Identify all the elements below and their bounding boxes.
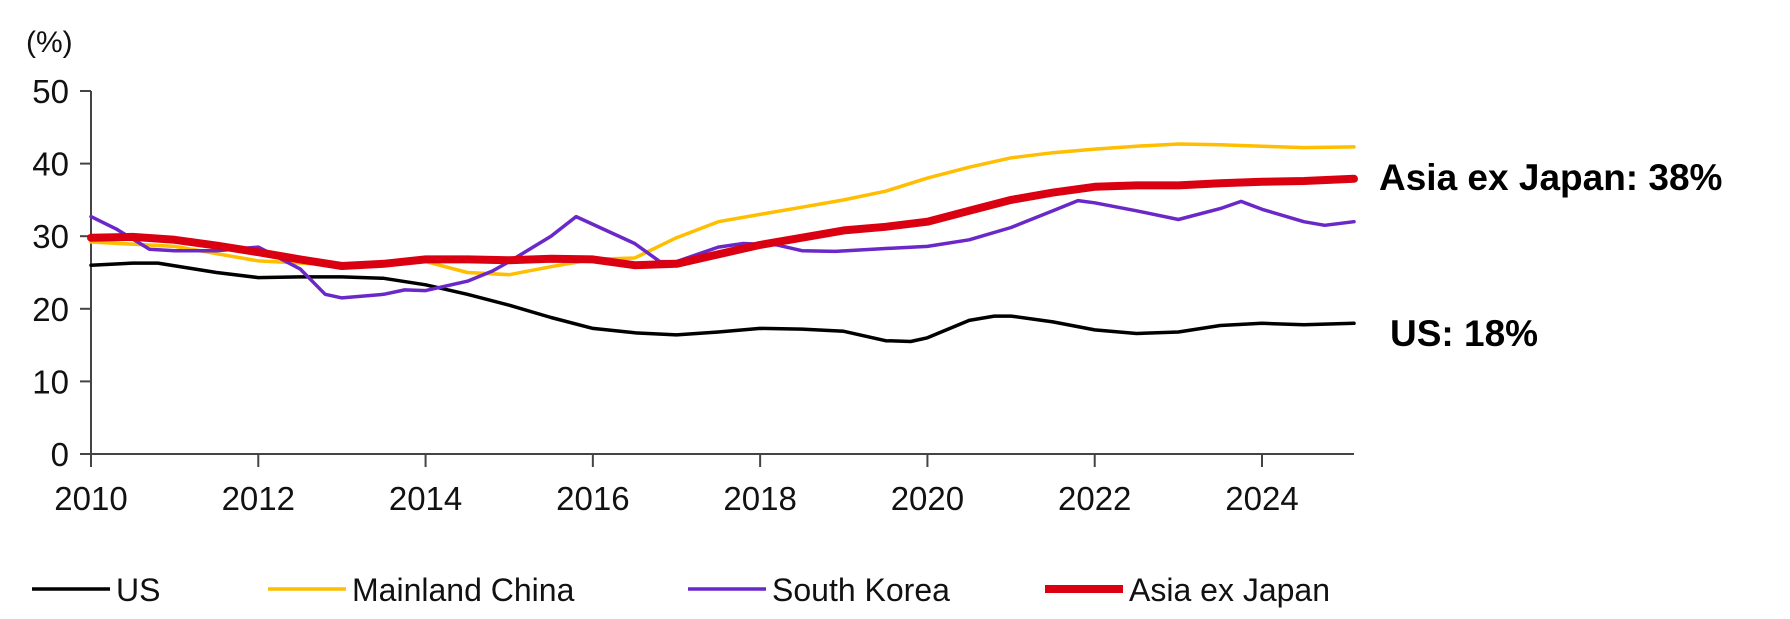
x-tick-label: 2018 (723, 480, 796, 517)
x-axis: 2010 2012 2014 2016 2018 2020 2022 2024 (54, 453, 1354, 517)
x-tick-label: 2012 (222, 480, 295, 517)
x-tick-label: 2014 (389, 480, 462, 517)
y-tick-label: 40 (32, 146, 69, 183)
x-tick-label: 2024 (1225, 480, 1298, 517)
x-tick-label: 2010 (54, 480, 127, 517)
y-tick-label: 10 (32, 363, 69, 400)
y-tick-label: 20 (32, 291, 69, 328)
y-axis-unit-label: (%) (26, 26, 73, 59)
series-line-mainland-china (89, 142, 1356, 277)
annotation-asia-ex-japan: Asia ex Japan: 38% (1379, 157, 1722, 198)
series-line-asia-ex-japan (87, 174, 1358, 270)
series-line-us (89, 261, 1356, 344)
legend-item-south-korea: South Korea (688, 572, 950, 608)
x-tick-label: 2020 (891, 480, 964, 517)
x-tick-label: 2016 (556, 480, 629, 517)
x-tick-label: 2022 (1058, 480, 1131, 517)
y-axis: 0 10 20 30 40 50 (32, 73, 92, 473)
annotation-us: US: 18% (1390, 313, 1538, 354)
legend-item-us: US (32, 572, 160, 608)
legend-label: Mainland China (352, 572, 575, 608)
series-lines (87, 142, 1358, 344)
y-tick-label: 50 (32, 73, 69, 110)
y-tick-label: 30 (32, 218, 69, 255)
legend-item-mainland-china: Mainland China (268, 572, 575, 608)
legend-label: South Korea (772, 572, 950, 608)
legend-label: US (116, 572, 160, 608)
series-line-south-korea (89, 198, 1356, 300)
legend-label: Asia ex Japan (1129, 572, 1330, 608)
y-tick-label: 0 (51, 436, 69, 473)
legend: US Mainland China South Korea Asia ex Japan (32, 572, 1330, 608)
legend-item-asia-ex-japan: Asia ex Japan (1045, 572, 1330, 608)
